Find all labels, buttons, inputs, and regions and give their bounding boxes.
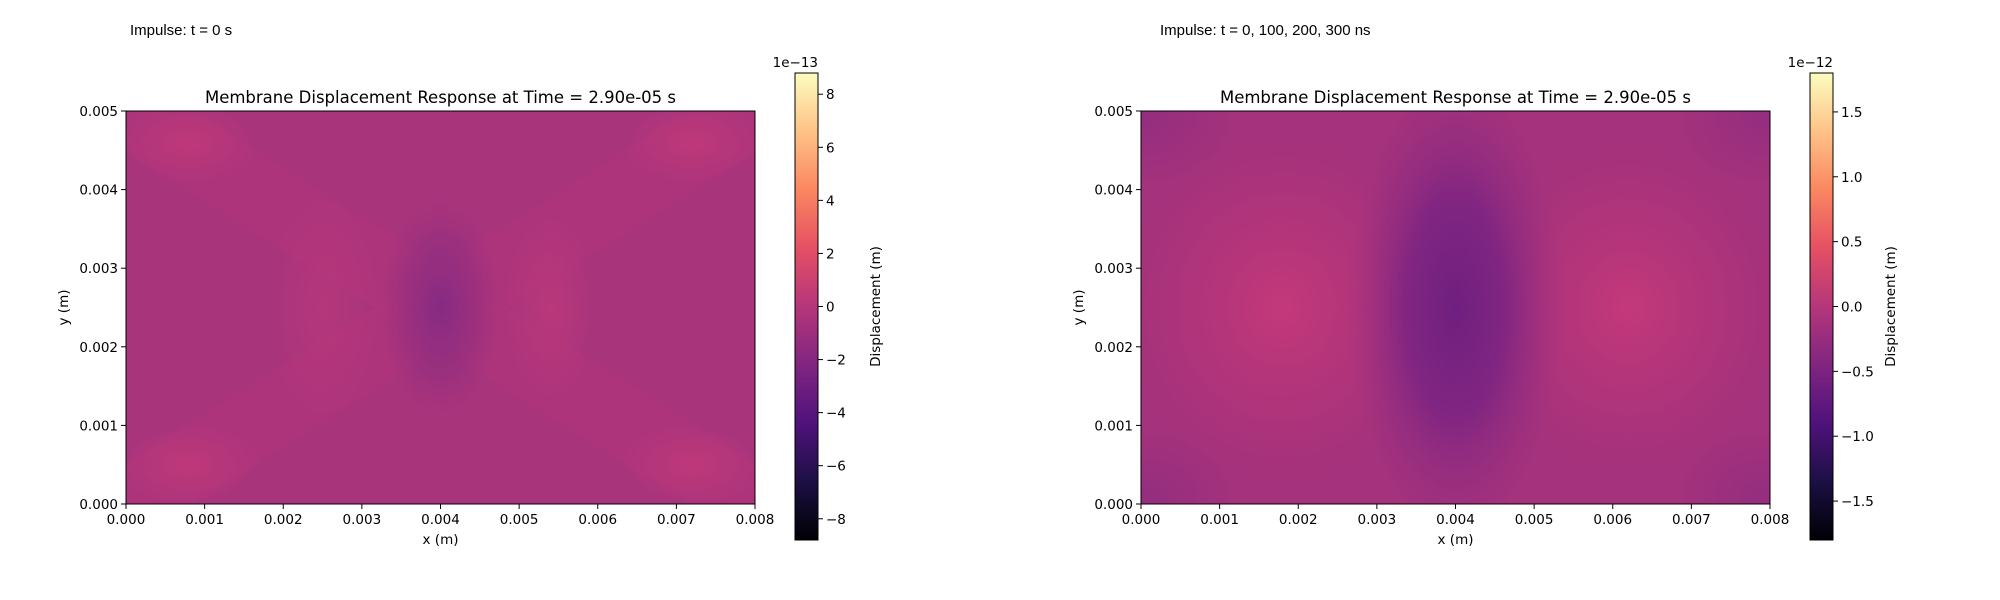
colorbar-tick-label: 4 [826,193,835,209]
x-tick-label: 0.001 [1200,512,1239,528]
x-tick-label: 0.007 [657,512,696,528]
colorbar: 8 6 4 2 0 −2 −4 −6 −8 1e−13 Displacement (m) [773,55,884,541]
x-tick-label: 0.006 [1593,512,1632,528]
y-tick-label: 0.003 [1094,261,1133,277]
x-tick-label: 0.005 [1515,512,1554,528]
y-tick-label: 0.001 [79,418,118,434]
colorbar-tick-label: −4 [826,406,846,422]
y-tick-label: 0.002 [79,340,118,356]
colorbar-tick-label: 6 [826,140,835,156]
x-tick-label: 0.003 [1358,512,1397,528]
panel-1: 0.000 0.001 0.002 0.003 0.004 0.005 0.006 0.007… [56,55,884,548]
x-tick-label: 0.004 [1436,512,1475,528]
y-tick-label: 0.001 [1094,418,1133,434]
chart-title: Membrane Displacement Response at Time =… [205,88,676,107]
colorbar: 1.5 1.0 0.5 0.0 −0.5 −1.0 −1.5 1e−12 Displacemen… [1788,55,1899,541]
colorbar-label: Displacement (m) [868,246,884,367]
colorbar-tick-label: 0 [826,300,835,316]
x-tick-label: 0.005 [500,512,539,528]
colorbar-tick-label: −0.5 [1841,364,1874,380]
colorbar-gradient [795,73,818,540]
colorbar-tick-label: 1.0 [1841,170,1862,186]
x-tick-label: 0.008 [1751,512,1790,528]
colorbar-tick-label: 0.5 [1841,235,1862,251]
colorbar-tick-label: −1.5 [1841,494,1874,510]
y-axis-label: y (m) [1071,290,1087,326]
colorbar-offset-text: 1e−13 [773,55,818,71]
x-tick-label: 0.001 [185,512,224,528]
y-tick-label: 0.004 [1094,183,1133,199]
colorbar-tick-label: −6 [826,459,846,475]
x-tick-label: 0.003 [343,512,382,528]
x-tick-label: 0.000 [107,512,146,528]
x-tick-label: 0.008 [736,512,775,528]
colorbar-tick-label: −8 [826,512,846,528]
chart-title: Membrane Displacement Response at Time =… [1220,88,1691,107]
y-tick-label: 0.002 [1094,340,1133,356]
x-axis-label: x (m) [1438,532,1474,548]
x-tick-label: 0.002 [264,512,303,528]
x-tick-label: 0.004 [421,512,460,528]
y-tick-label: 0.000 [79,497,118,513]
y-axis-label: y (m) [56,290,72,326]
x-tick-label: 0.002 [1279,512,1318,528]
heatmap-field [1141,111,1770,504]
y-tick-label: 0.005 [79,104,118,120]
colorbar-tick-label: −1.0 [1841,429,1874,445]
colorbar-offset-text: 1e−12 [1788,55,1833,71]
colorbar-tick-label: 8 [826,87,835,103]
x-tick-label: 0.006 [578,512,617,528]
x-tick-label: 0.007 [1672,512,1711,528]
colorbar-gradient [1810,73,1833,540]
colorbar-tick-label: 1.5 [1841,105,1862,121]
x-axis-label: x (m) [423,532,459,548]
colorbar-tick-label: −2 [826,353,846,369]
colorbar-tick-label: 2 [826,246,835,262]
colorbar-label: Displacement (m) [1883,246,1899,367]
x-tick-label: 0.000 [1122,512,1161,528]
panel-caption-left: Impulse: t = 0 s [130,22,233,39]
y-tick-label: 0.000 [1094,497,1133,513]
colorbar-tick-label: 0.0 [1841,300,1862,316]
y-tick-label: 0.005 [1094,104,1133,120]
panel-caption-right: Impulse: t = 0, 100, 200, 300 ns [1160,22,1371,39]
y-tick-label: 0.004 [79,183,118,199]
y-tick-label: 0.003 [79,261,118,277]
heatmap-field [126,111,755,504]
panel-2: 0.000 0.001 0.002 0.003 0.004 0.005 0.006 0.007… [1071,55,1899,548]
